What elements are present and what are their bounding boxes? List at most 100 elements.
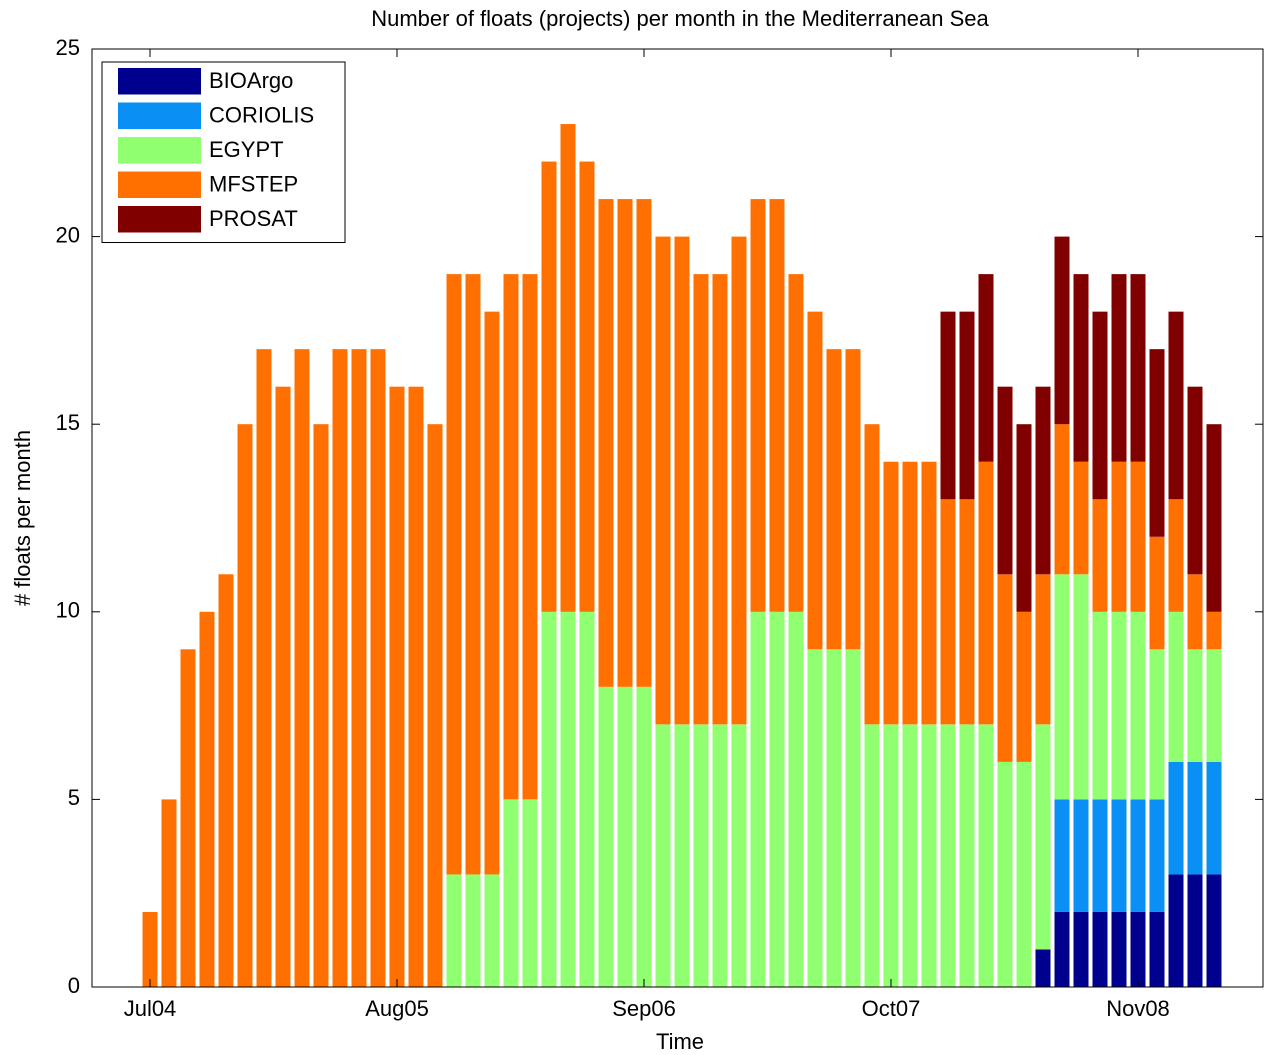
bar-segment — [1149, 649, 1165, 800]
bar-segment — [1130, 911, 1146, 987]
bar-segment — [940, 311, 956, 500]
bar-segment — [503, 799, 519, 987]
legend-swatch — [118, 102, 201, 129]
bar-segment — [864, 424, 880, 725]
bar-segment — [1073, 574, 1089, 800]
bar-segment — [446, 874, 462, 987]
bar-segment — [1016, 761, 1032, 987]
bar-segment — [1073, 274, 1089, 462]
bar-segment — [1092, 311, 1108, 500]
bar-segment — [978, 724, 994, 987]
x-tick-label: Jul04 — [124, 996, 177, 1021]
bar-segment — [636, 199, 652, 687]
bar-segment — [959, 724, 975, 987]
bar-segment — [1035, 386, 1051, 575]
bar-segment — [1149, 349, 1165, 537]
bar-segment — [1054, 424, 1070, 575]
bar-segment — [959, 499, 975, 725]
bar-segment — [617, 686, 633, 987]
bar-segment — [1168, 874, 1184, 987]
bar-segment — [1149, 911, 1165, 987]
bar-segment — [883, 461, 899, 725]
bar-segment — [1111, 611, 1127, 800]
bar-segment — [484, 311, 500, 875]
bar-segment — [750, 611, 766, 987]
y-tick-label: 20 — [56, 222, 80, 247]
bar-segment — [560, 611, 576, 987]
y-axis-label: # floats per month — [10, 430, 35, 606]
bar-segment — [370, 349, 386, 987]
bar-segment — [1092, 799, 1108, 912]
bar-segment — [541, 611, 557, 987]
bar-segment — [1206, 761, 1222, 875]
bar-segment — [1206, 611, 1222, 650]
bar-segment — [674, 236, 690, 725]
y-tick-label: 15 — [56, 410, 80, 435]
bar-segment — [788, 611, 804, 987]
bar-segment — [313, 424, 329, 987]
bar-segment — [1130, 461, 1146, 612]
bar-segment — [1168, 311, 1184, 500]
bar-segment — [161, 799, 177, 987]
bar-segment — [1111, 274, 1127, 462]
x-tick-label: Aug05 — [365, 996, 429, 1021]
bar-segment — [1187, 649, 1203, 762]
bar-segment — [180, 649, 196, 987]
bar-segment — [1168, 761, 1184, 875]
y-tick-label: 10 — [56, 598, 80, 623]
x-axis-label: Time — [656, 1029, 704, 1054]
x-tick-label: Nov08 — [1106, 996, 1170, 1021]
bar-segment — [655, 724, 671, 987]
bar-segment — [598, 686, 614, 987]
bar-segment — [218, 574, 234, 987]
bar-segment — [1054, 911, 1070, 987]
bar-segment — [522, 799, 538, 987]
bar-segment — [1035, 949, 1051, 987]
bar-segment — [1054, 574, 1070, 800]
bar-segment — [978, 274, 994, 462]
legend-label: EGYPT — [209, 137, 284, 162]
y-tick-label: 0 — [68, 973, 80, 998]
bar-segment — [959, 311, 975, 500]
bar-segment — [1149, 799, 1165, 912]
bar-segment — [351, 349, 367, 987]
bar-segment — [1168, 611, 1184, 762]
bar-segment — [446, 274, 462, 875]
bar-segment — [902, 724, 918, 987]
bar-segment — [769, 199, 785, 612]
bar-segment — [864, 724, 880, 987]
bar-segment — [389, 386, 405, 987]
bar-segment — [1206, 424, 1222, 612]
bar-segment — [1092, 499, 1108, 612]
bar-segment — [750, 199, 766, 612]
legend-label: CORIOLIS — [209, 103, 314, 128]
bar-segment — [408, 386, 424, 987]
bar-segment — [199, 611, 215, 987]
bar-segment — [484, 874, 500, 987]
bar-segment — [1111, 461, 1127, 612]
bar-segment — [693, 724, 709, 987]
bar-segment — [237, 424, 253, 987]
bar-segment — [332, 349, 348, 987]
legend-label: MFSTEP — [209, 172, 298, 197]
bar-segment — [1111, 911, 1127, 987]
bar-segment — [598, 199, 614, 687]
bar-segment — [636, 686, 652, 987]
bar-segment — [465, 874, 481, 987]
x-tick-label: Sep06 — [612, 996, 676, 1021]
bar-segment — [1187, 761, 1203, 875]
bar-segment — [1111, 799, 1127, 912]
y-tick-label: 25 — [56, 35, 80, 60]
bar-segment — [997, 574, 1013, 762]
bar-segment — [845, 349, 861, 650]
bar-segment — [1092, 611, 1108, 800]
bar-segment — [142, 911, 158, 987]
bar-segment — [1149, 536, 1165, 650]
bar-segment — [712, 274, 728, 725]
bar-segment — [579, 611, 595, 987]
bar-segment — [1187, 386, 1203, 575]
bar-segment — [826, 349, 842, 650]
bar-segment — [731, 724, 747, 987]
bar-segment — [940, 724, 956, 987]
